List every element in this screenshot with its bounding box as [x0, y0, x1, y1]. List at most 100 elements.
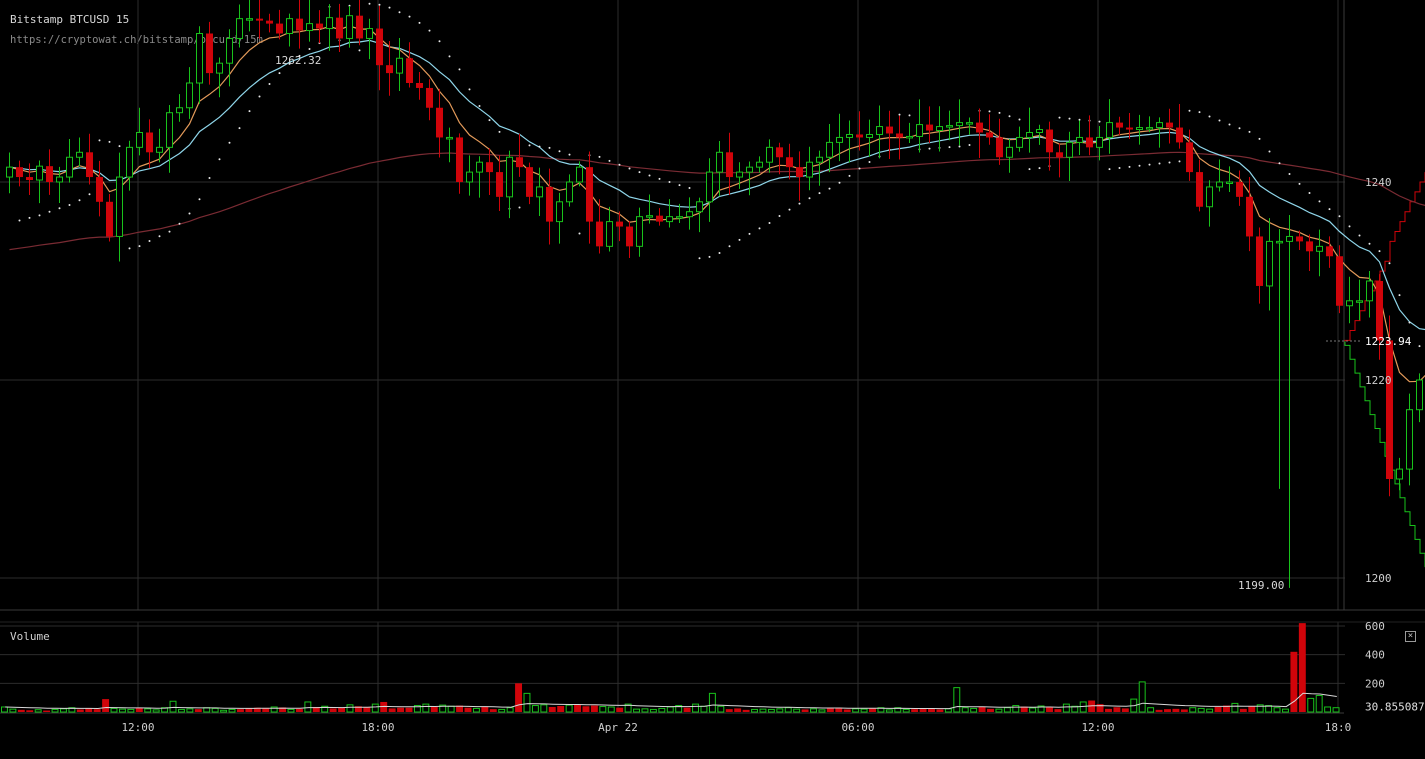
- candle-body: [1106, 122, 1113, 138]
- volume-bar: [1223, 705, 1230, 712]
- volume-tick-label: 400: [1365, 649, 1385, 662]
- volume-bar: [624, 703, 632, 713]
- volume-bar: [152, 709, 160, 713]
- candle-body: [906, 135, 913, 139]
- candle-body: [316, 23, 323, 29]
- candle-body: [186, 82, 193, 109]
- sar-dot: [568, 153, 571, 156]
- sar-dot: [408, 15, 411, 18]
- sar-dot: [1008, 115, 1011, 118]
- volume-bar: [717, 705, 725, 713]
- sar-dot: [868, 161, 871, 164]
- volume-bar: [456, 705, 464, 712]
- sar-dot: [1028, 168, 1031, 171]
- candle-body: [1206, 186, 1213, 208]
- sar-dot: [1038, 167, 1041, 170]
- candle-body: [916, 124, 923, 137]
- sar-dot: [818, 192, 821, 195]
- sar-dot: [1368, 242, 1371, 245]
- candle-body: [1006, 146, 1013, 158]
- sar-dot: [188, 212, 191, 215]
- candle-body: [556, 201, 563, 223]
- volume-bar: [481, 706, 489, 712]
- candle-body: [736, 171, 743, 178]
- candle-body: [526, 167, 533, 197]
- candle-body: [826, 141, 833, 158]
- volume-bar: [835, 707, 843, 712]
- candle-body: [286, 18, 293, 34]
- sar-dot: [1288, 173, 1291, 176]
- volume-bar: [818, 709, 826, 713]
- candle-body: [946, 125, 953, 128]
- candle-body: [46, 166, 53, 182]
- volume-bar: [59, 708, 67, 713]
- sar-dot: [88, 193, 91, 196]
- volume-bar: [1265, 705, 1273, 713]
- candle-body: [96, 177, 103, 202]
- candle-body: [796, 167, 803, 178]
- volume-bar: [68, 707, 76, 713]
- volume-bar: [295, 708, 303, 712]
- volume-bar: [245, 708, 253, 712]
- volume-bar: [1332, 707, 1340, 713]
- volume-bar: [649, 708, 657, 713]
- candle-body: [456, 137, 463, 182]
- x-tick-label: Apr 22: [598, 721, 638, 734]
- volume-bar: [759, 708, 767, 713]
- candle-body: [1326, 246, 1333, 257]
- sar-dot: [768, 222, 771, 225]
- sar-dot: [1378, 250, 1381, 253]
- volume-bar: [944, 708, 952, 713]
- sar-dot: [1018, 118, 1021, 121]
- candle-body: [306, 23, 313, 32]
- volume-bar: [1180, 709, 1188, 712]
- volume-bar: [1071, 705, 1079, 713]
- close-volume-icon[interactable]: ×: [1405, 631, 1416, 642]
- candle-body: [166, 112, 173, 148]
- candle-body: [1066, 141, 1073, 158]
- sar-dot: [608, 159, 611, 162]
- sar-dot: [628, 167, 631, 170]
- candle-body: [926, 124, 933, 131]
- sar-dot: [778, 215, 781, 218]
- x-tick-label: 12:00: [1081, 721, 1114, 734]
- candle-body: [266, 20, 273, 24]
- sar-dot: [168, 230, 171, 233]
- volume-bar: [978, 706, 986, 712]
- candle-body: [646, 215, 653, 218]
- volume-bar: [371, 703, 379, 713]
- x-tick-label: 18:00: [361, 721, 394, 734]
- sar-dot: [1228, 123, 1231, 126]
- sar-dot: [1178, 160, 1181, 163]
- volume-bar: [1248, 706, 1256, 712]
- high-price-label: 1262.32: [275, 54, 321, 67]
- grid-lines: [0, 0, 1425, 714]
- volume-bar: [1206, 708, 1214, 713]
- sar-dot: [448, 55, 451, 58]
- volume-bar: [860, 708, 868, 713]
- candle-body: [1226, 181, 1233, 184]
- sar-dot: [1108, 168, 1111, 171]
- volume-bar: [1239, 708, 1247, 712]
- volume-bar: [877, 707, 885, 713]
- sar-dot: [1068, 117, 1071, 120]
- candle-body: [956, 122, 963, 127]
- candle-body: [386, 65, 393, 74]
- candle-body: [256, 18, 263, 21]
- sar-dot: [858, 167, 861, 170]
- volume-bar: [1062, 703, 1070, 713]
- sar-dot: [138, 245, 141, 248]
- candle-body: [1216, 181, 1223, 188]
- indicator-lines: [9, 2, 1425, 383]
- volume-bar: [970, 707, 978, 713]
- volume-bar: [9, 708, 17, 713]
- candle-body: [116, 176, 123, 237]
- volume-bar: [1029, 707, 1037, 713]
- candle-body: [1266, 240, 1273, 287]
- sar-dot: [708, 255, 711, 258]
- volume-bar: [793, 708, 801, 713]
- candle-body: [666, 216, 673, 223]
- sar-dot: [78, 199, 81, 202]
- volume-bar: [388, 708, 396, 712]
